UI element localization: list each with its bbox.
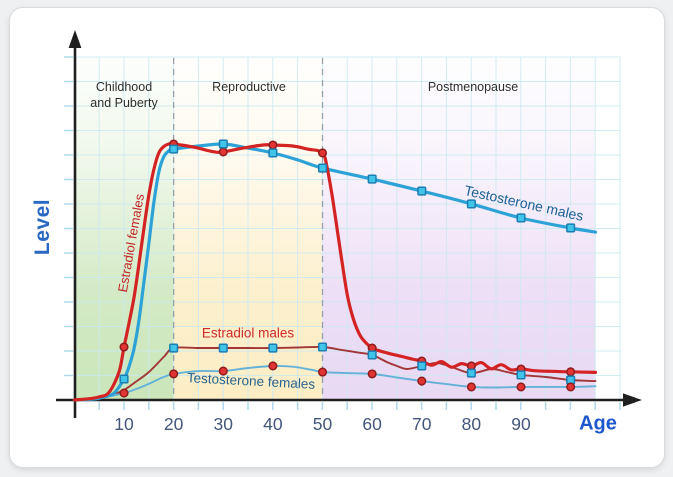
region-label-line: and Puberty [90,96,158,110]
marker-square-tm [516,213,526,223]
marker-circle-tf [317,367,328,377]
marker-circle-ef [268,140,278,150]
marker-circle-tf [218,366,228,376]
y-axis-arrow [68,30,82,48]
region-label-line: Reproductive [212,80,286,94]
marker-circle-tf [268,361,278,371]
marker-square-tm [367,174,377,184]
marker-circle-tf [119,388,129,398]
region-label-childhood-and-puberty: Childhood and Puberty [90,79,157,111]
marker-square-em [317,342,328,352]
x-tick-label-20: 20 [163,414,184,434]
x-tick-label-30: 30 [213,414,233,434]
axes [56,30,642,418]
x-tick-label-90: 90 [511,414,531,434]
curve-tf-testosterone-females [73,364,597,401]
marker-circle-tf [169,369,179,379]
marker-circle-tf [516,382,526,392]
x-tick-label-50: 50 [312,414,333,434]
marker-square-em [268,343,278,353]
x-tick-label-60: 60 [362,414,382,434]
region-label-line: Postmenopause [427,80,519,94]
marker-square-tm [417,186,427,196]
marker-square-tm [268,148,278,158]
marker-square-em [218,343,228,353]
marker-circle-tf [566,382,576,392]
marker-circle-ef [317,148,328,158]
stage-boundary-dashed-lines [172,58,324,399]
marker-circle-ef [218,147,228,157]
marker-square-tm [466,199,476,209]
marker-circle-ef [119,342,129,352]
y-axis-label: Level [31,198,54,256]
marker-square-tm [566,223,576,233]
data-point-markers [119,139,576,398]
region-label-line: Childhood [95,80,153,94]
marker-circle-tf [417,376,427,386]
x-tick-label-40: 40 [263,414,283,434]
marker-square-em [367,350,377,360]
marker-circle-ef [566,367,576,377]
x-tick-label-80: 80 [461,414,482,434]
curve-ef-estradiol-females [72,142,598,402]
marker-circle-tf [367,369,377,379]
x-axis-arrow [623,393,642,407]
marker-square-tm [218,139,228,149]
curve-label-estradiol-males: Estradiol males [201,325,295,341]
marker-square-em [516,370,526,380]
marker-square-em [169,343,179,353]
axis-tick-marks [64,56,621,410]
marker-circle-tf [466,382,476,392]
marker-square-em [466,368,476,378]
x-axis-label: Age [579,412,617,435]
region-label-postmenopause: Postmenopause [428,79,518,95]
marker-square-em [417,361,427,371]
x-tick-label-10: 10 [114,414,134,434]
marker-square-tm [317,163,328,173]
marker-square-tm [119,374,129,384]
region-label-reproductive: Reproductive [212,79,286,95]
x-tick-label-70: 70 [412,414,432,434]
marker-square-tm [169,144,179,154]
